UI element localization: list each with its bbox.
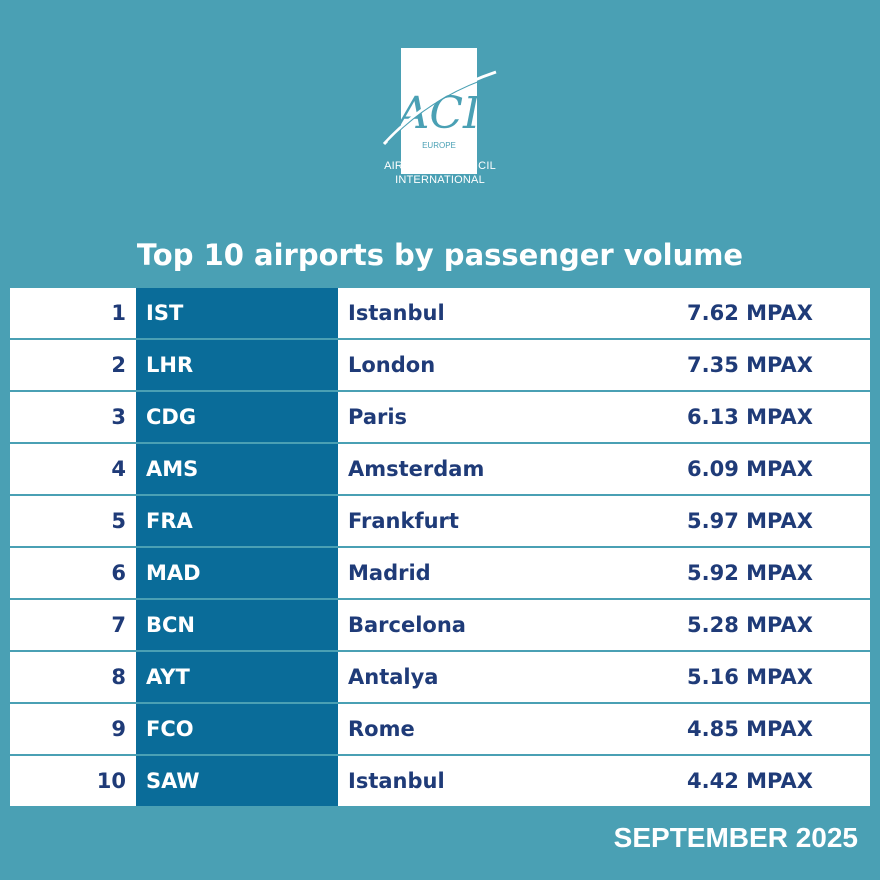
city-cell: Frankfurt bbox=[348, 509, 459, 533]
rank-cell: 5 bbox=[111, 509, 126, 533]
footer-date: SEPTEMBER 2025 bbox=[613, 822, 858, 853]
code-cell: LHR bbox=[136, 340, 338, 390]
table-row: 10 SAW Istanbul 4.42 MPAX bbox=[10, 756, 870, 806]
code-cell: AMS bbox=[136, 444, 338, 494]
logo-box bbox=[401, 48, 477, 174]
code-cell: BCN bbox=[136, 600, 338, 650]
city-cell: Amsterdam bbox=[348, 457, 485, 481]
logo-region: EUROPE bbox=[422, 141, 456, 150]
city-cell: London bbox=[348, 353, 436, 377]
value-cell: 6.13 MPAX bbox=[687, 405, 813, 429]
city-cell: Madrid bbox=[348, 561, 431, 585]
code-cell: AYT bbox=[136, 652, 338, 702]
city-cell: Barcelona bbox=[348, 613, 466, 637]
rank-cell: 7 bbox=[111, 613, 126, 637]
city-cell: Istanbul bbox=[348, 301, 445, 325]
logo-emblem: ACI EUROPE bbox=[382, 70, 497, 150]
table-row: 4 AMS Amsterdam 6.09 MPAX bbox=[10, 444, 870, 494]
table-row: 1 IST Istanbul 7.62 MPAX bbox=[10, 288, 870, 338]
value-cell: 5.28 MPAX bbox=[687, 613, 813, 637]
aci-logo: ACI EUROPE AIRPORTS COUNCIL INTERNATIONA… bbox=[380, 46, 500, 196]
value-cell: 5.97 MPAX bbox=[687, 509, 813, 533]
city-cell: Antalya bbox=[348, 665, 439, 689]
code-cell: MAD bbox=[136, 548, 338, 598]
rank-cell: 4 bbox=[111, 457, 126, 481]
table-row: 6 MAD Madrid 5.92 MPAX bbox=[10, 548, 870, 598]
value-cell: 7.62 MPAX bbox=[687, 301, 813, 325]
code-cell: FRA bbox=[136, 496, 338, 546]
value-cell: 4.85 MPAX bbox=[687, 717, 813, 741]
rank-cell: 3 bbox=[111, 405, 126, 429]
rank-cell: 8 bbox=[111, 665, 126, 689]
city-cell: Paris bbox=[348, 405, 408, 429]
city-cell: Rome bbox=[348, 717, 415, 741]
code-cell: FCO bbox=[136, 704, 338, 754]
rank-cell: 10 bbox=[96, 769, 126, 793]
code-cell: IST bbox=[136, 288, 338, 338]
table-row: 8 AYT Antalya 5.16 MPAX bbox=[10, 652, 870, 702]
logo-letters: ACI bbox=[394, 88, 482, 139]
rank-cell: 2 bbox=[111, 353, 126, 377]
city-cell: Istanbul bbox=[348, 769, 445, 793]
code-cell: SAW bbox=[136, 756, 338, 806]
rank-cell: 6 bbox=[111, 561, 126, 585]
value-cell: 5.92 MPAX bbox=[687, 561, 813, 585]
table-row: 3 CDG Paris 6.13 MPAX bbox=[10, 392, 870, 442]
rank-cell: 9 bbox=[111, 717, 126, 741]
table-row: 7 BCN Barcelona 5.28 MPAX bbox=[10, 600, 870, 650]
value-cell: 7.35 MPAX bbox=[687, 353, 813, 377]
value-cell: 4.42 MPAX bbox=[687, 769, 813, 793]
logo-line-1: AIRPORTS COUNCIL bbox=[384, 160, 496, 172]
table-row: 5 FRA Frankfurt 5.97 MPAX bbox=[10, 496, 870, 546]
table-row: 2 LHR London 7.35 MPAX bbox=[10, 340, 870, 390]
value-cell: 6.09 MPAX bbox=[687, 457, 813, 481]
logo-line-2: INTERNATIONAL bbox=[395, 174, 485, 186]
value-cell: 5.16 MPAX bbox=[687, 665, 813, 689]
rank-cell: 1 bbox=[111, 301, 126, 325]
chart-title: Top 10 airports by passenger volume bbox=[136, 238, 744, 272]
table-row: 9 FCO Rome 4.85 MPAX bbox=[10, 704, 870, 754]
code-cell: CDG bbox=[136, 392, 338, 442]
